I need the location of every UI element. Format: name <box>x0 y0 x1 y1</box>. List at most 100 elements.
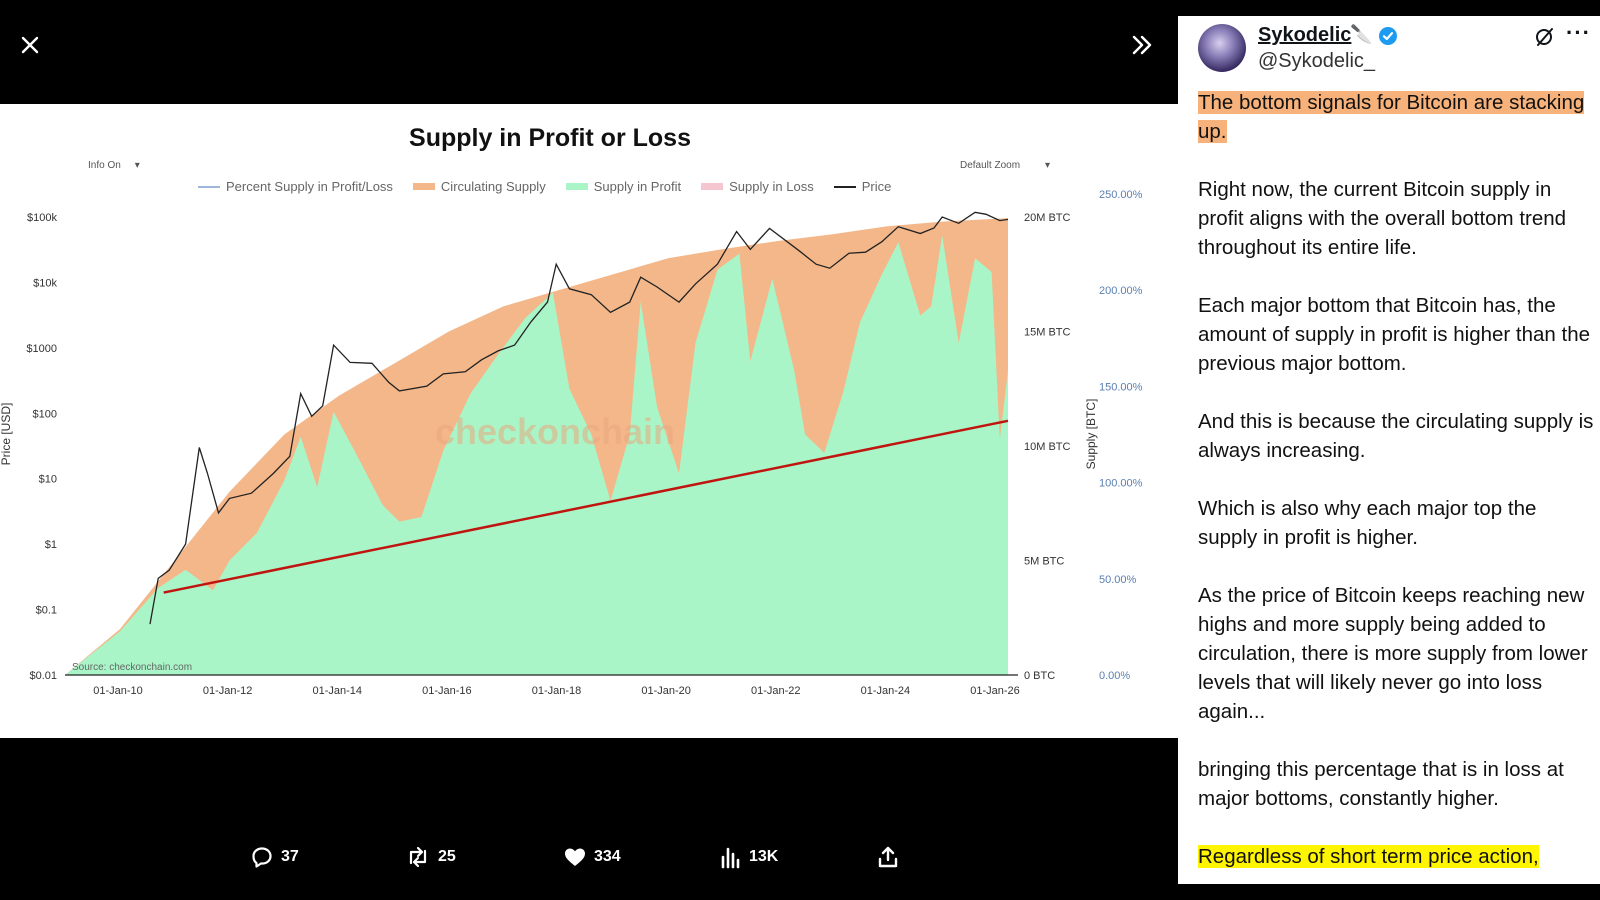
legend-item[interactable]: Price <box>833 179 892 194</box>
chevrons-right-icon <box>1132 35 1152 55</box>
heart-icon <box>565 848 585 866</box>
watermark: checkonchain <box>435 411 675 452</box>
chart-source: Source: checkonchain.com <box>72 662 192 673</box>
x-tick-label: 01-Jan-16 <box>422 685 472 697</box>
y-right-tick-label: 10M BTC <box>1024 441 1071 453</box>
y-left-tick-label: $10k <box>33 277 57 289</box>
info-toggle[interactable]: Info On ▾ <box>88 160 140 171</box>
y-left-tick-label: $100k <box>27 212 57 224</box>
y-left-tick-label: $100 <box>33 408 57 420</box>
legend-label: Price <box>861 179 892 194</box>
y-pct-tick-label: 100.00% <box>1099 478 1143 490</box>
tweet-paragraph: Regardless of short term price action, <box>1198 842 1594 871</box>
tweet-paragraph: Each major bottom that Bitcoin has, the … <box>1198 291 1594 378</box>
y-right-axis-title: Supply [BTC] <box>1084 399 1098 470</box>
legend-label: Supply in Profit <box>593 179 682 194</box>
y-right-tick-label: 0 BTC <box>1024 670 1055 682</box>
x-tick-label: 01-Jan-26 <box>970 685 1020 697</box>
legend-item[interactable]: Supply in Profit <box>565 179 682 194</box>
bar-chart-icon <box>721 847 740 869</box>
tweet-panel: Sykodelic 🔪 @Sykodelic_ ··· The bottom s… <box>1178 16 1600 884</box>
repost-icon <box>409 846 427 868</box>
price-line <box>149 211 1009 625</box>
grok-icon <box>1536 28 1553 46</box>
close-icon <box>21 36 39 54</box>
reply-button[interactable]: 37 <box>250 845 299 869</box>
avatar[interactable] <box>1198 24 1246 72</box>
tweet-paragraph: As the price of Bitcoin keeps reaching n… <box>1198 581 1594 726</box>
tweet-paragraph-text: Which is also why each major top the sup… <box>1198 497 1537 549</box>
views-button[interactable]: 13K <box>720 845 778 869</box>
y-left-axis-title: Price [USD] <box>0 403 13 466</box>
author-handle[interactable]: @Sykodelic_ <box>1258 50 1376 72</box>
media-viewer: checkonchain $100k $10k $1000 $100 $10 $1 $0.1 $… <box>0 25 1178 885</box>
repost-button[interactable]: 25 <box>405 845 456 869</box>
tweet-paragraph-text: The bottom signals for Bitcoin are stack… <box>1198 91 1585 143</box>
author-name[interactable]: Sykodelic <box>1258 24 1352 46</box>
knife-emoji: 🔪 <box>1350 24 1373 44</box>
legend-label: Supply in Loss <box>729 179 814 194</box>
expand-panel-button[interactable] <box>1122 25 1162 65</box>
legend-swatch <box>198 185 220 188</box>
verified-badge-icon <box>1379 27 1397 45</box>
like-button[interactable]: 334 <box>563 845 621 869</box>
x-tick-label: 01-Jan-10 <box>93 685 143 697</box>
zoom-dropdown-label: Default Zoom <box>960 160 1021 171</box>
chart-image: checkonchain $100k $10k $1000 $100 $10 $1 $0.1 $… <box>0 104 1178 738</box>
close-button[interactable] <box>10 25 50 65</box>
legend-swatch <box>833 185 856 188</box>
chart-canvas: checkonchain $100k $10k $1000 $100 $10 $1 $0.1 $… <box>0 189 1143 697</box>
legend-item[interactable]: Circulating Supply <box>412 179 546 194</box>
share-icon <box>878 846 898 868</box>
view-count: 13K <box>749 848 779 865</box>
y-right-tick-label: 5M BTC <box>1024 556 1064 568</box>
like-count: 334 <box>594 848 621 865</box>
bottom-trendline <box>163 419 1009 594</box>
legend-swatch <box>565 183 588 190</box>
y-left-tick-label: $1 <box>45 539 57 551</box>
y-right-tick-label: 20M BTC <box>1024 212 1071 224</box>
x-tick-label: 01-Jan-18 <box>532 685 582 697</box>
tweet-paragraph: bringing this percentage that is in loss… <box>1198 755 1594 813</box>
grok-button[interactable] <box>1533 26 1555 53</box>
y-pct-tick-label: 200.00% <box>1099 285 1143 297</box>
x-tick-label: 01-Jan-12 <box>203 685 253 697</box>
share-button[interactable] <box>876 845 900 869</box>
legend-swatch <box>412 183 435 190</box>
chart-legend: Percent Supply in Profit/Loss Circulating… <box>198 179 891 194</box>
tweet-paragraph: The bottom signals for Bitcoin are stack… <box>1198 88 1594 146</box>
tweet-paragraph-text: As the price of Bitcoin keeps reaching n… <box>1198 584 1588 723</box>
y-left-tick-label: $1000 <box>26 343 57 355</box>
legend-swatch <box>701 183 724 190</box>
tweet-paragraph: And this is because the circulating supp… <box>1198 407 1594 465</box>
info-toggle-label: Info On <box>88 160 121 171</box>
zoom-dropdown[interactable]: Default Zoom ▾ <box>960 160 1051 171</box>
tweet-action-bar: 37 25 334 13K <box>240 845 940 885</box>
tweet-paragraph: Which is also why each major top the sup… <box>1198 494 1594 552</box>
reply-icon <box>252 847 272 868</box>
tweet-paragraph-text: Regardless of short term price action, <box>1198 845 1539 868</box>
legend-label: Percent Supply in Profit/Loss <box>226 179 393 194</box>
legend-item[interactable]: Supply in Loss <box>701 179 814 194</box>
tweet-paragraph: Right now, the current Bitcoin supply in… <box>1198 175 1594 262</box>
reply-count: 37 <box>281 848 299 865</box>
tweet-paragraph-text: Each major bottom that Bitcoin has, the … <box>1198 294 1591 375</box>
legend-item[interactable]: Percent Supply in Profit/Loss <box>198 179 393 194</box>
y-pct-tick-label: 50.00% <box>1099 574 1137 586</box>
more-options-button[interactable]: ··· <box>1566 20 1591 45</box>
y-left-tick-label: $10 <box>39 474 57 486</box>
x-tick-label: 01-Jan-20 <box>641 685 691 697</box>
y-left-tick-label: $0.1 <box>36 605 57 617</box>
tweet-paragraph-text: And this is because the circulating supp… <box>1198 410 1594 462</box>
tweet-body: The bottom signals for Bitcoin are stack… <box>1198 88 1594 884</box>
x-tick-label: 01-Jan-14 <box>312 685 362 697</box>
repost-count: 25 <box>438 848 456 865</box>
chart-title: Supply in Profit or Loss <box>409 124 691 152</box>
legend-label: Circulating Supply <box>440 179 546 194</box>
tweet-paragraph-text: bringing this percentage that is in loss… <box>1198 758 1564 810</box>
tweet-paragraph-text: Right now, the current Bitcoin supply in… <box>1198 178 1567 259</box>
y-pct-tick-label: 250.00% <box>1099 189 1143 201</box>
x-tick-label: 01-Jan-24 <box>861 685 911 697</box>
y-pct-tick-label: 150.00% <box>1099 381 1143 393</box>
